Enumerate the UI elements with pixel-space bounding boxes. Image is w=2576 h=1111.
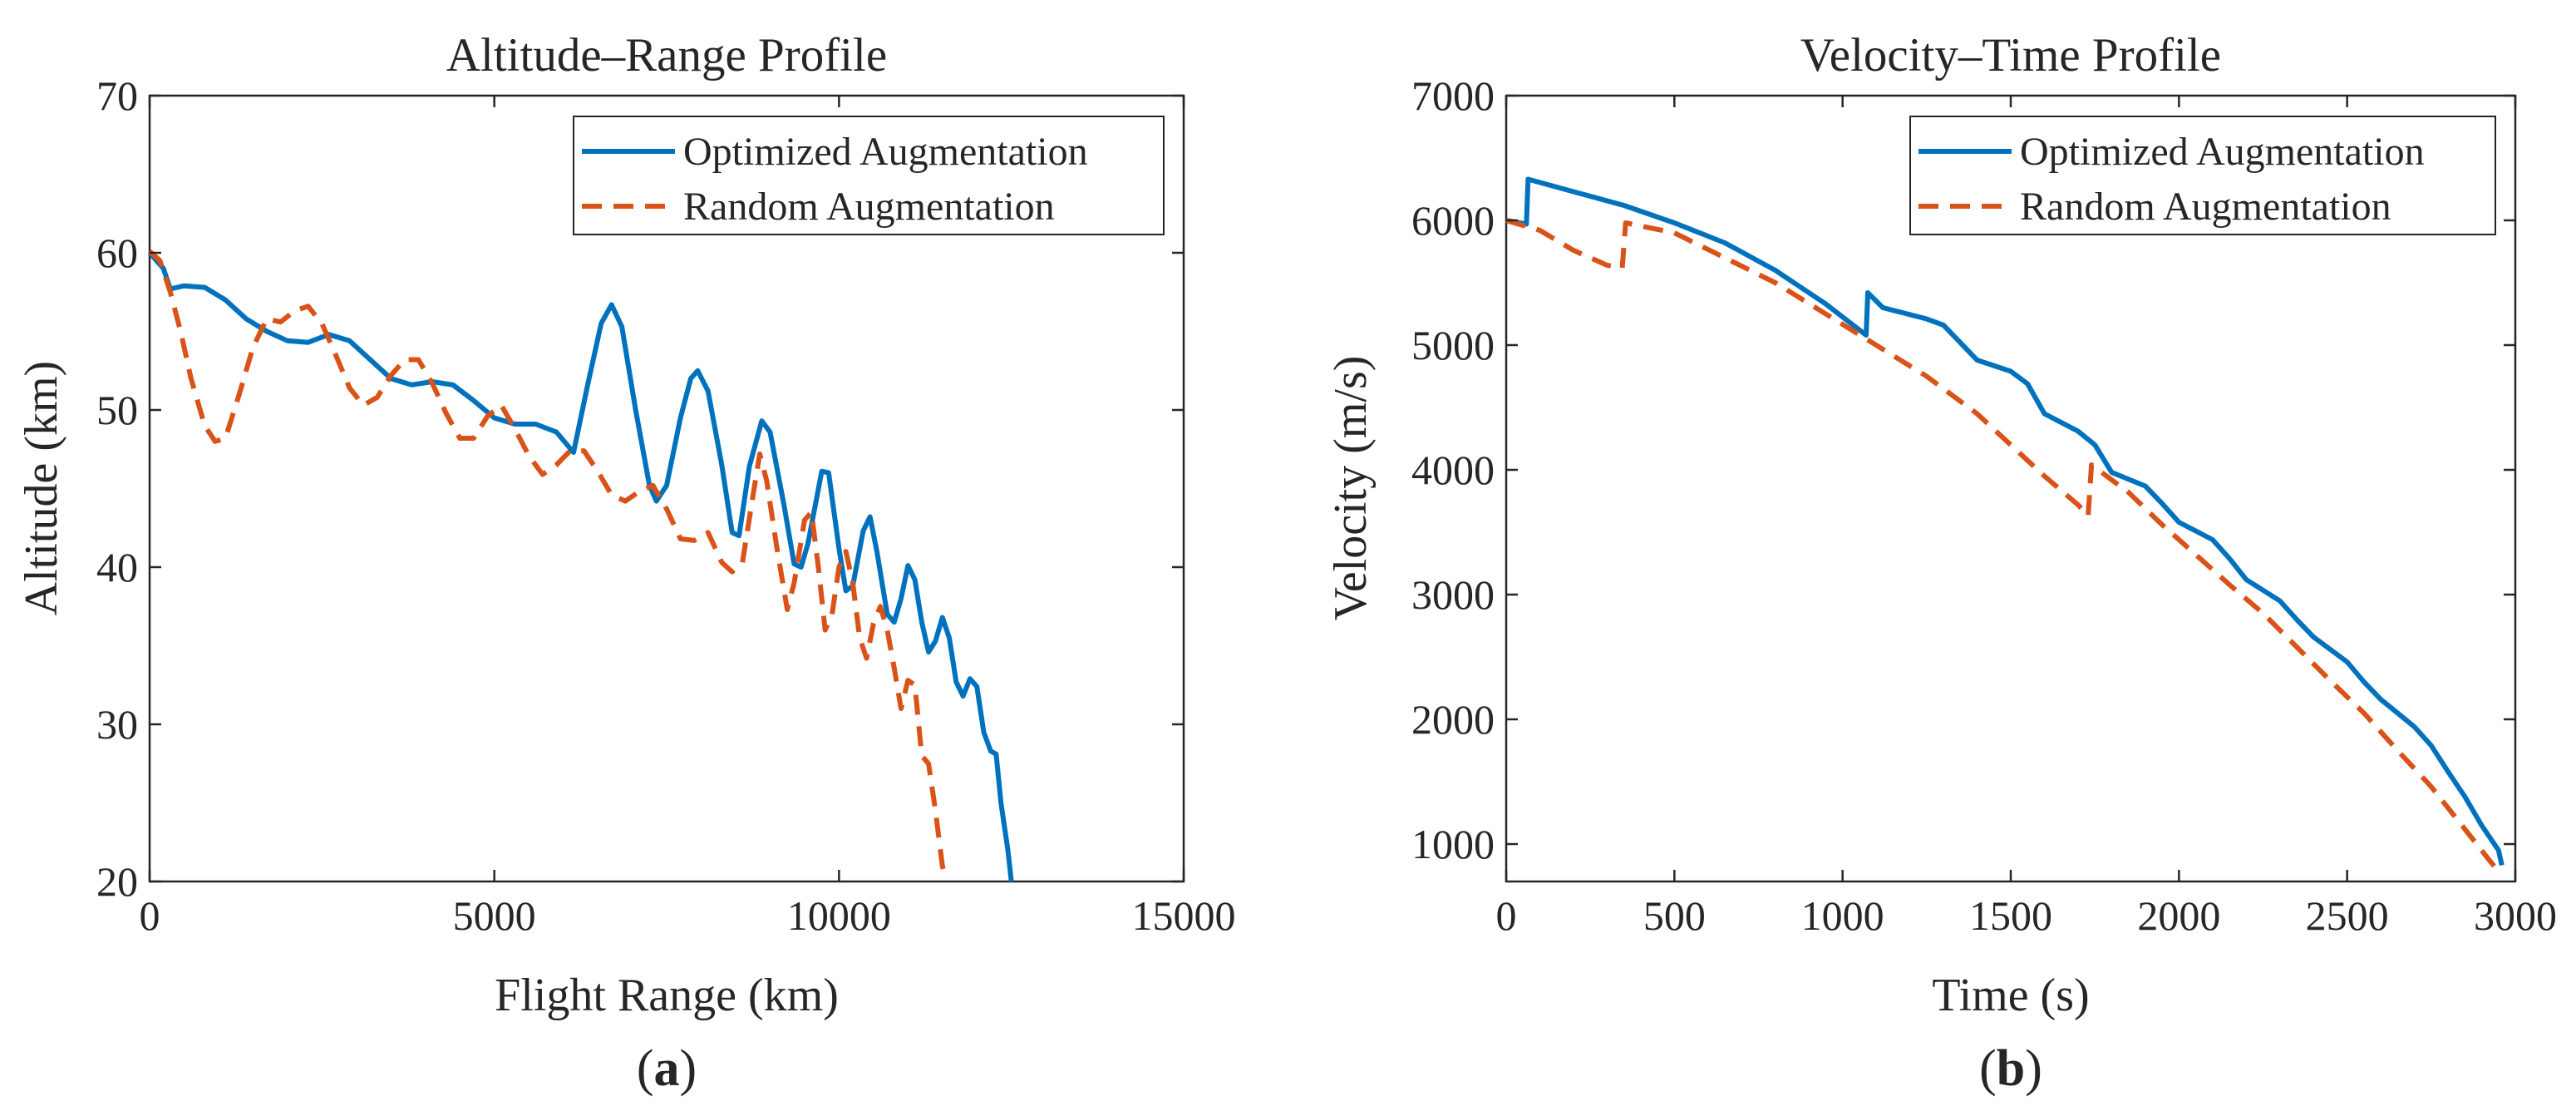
y-tick-label: 20 (96, 858, 138, 905)
panel-label-b: (b) (1979, 1040, 2042, 1097)
y-tick-label: 50 (96, 387, 138, 433)
legend-a: Optimized Augmentation Random Augmentati… (573, 116, 1165, 235)
x-axis-label-b: Time (s) (1932, 970, 2089, 1021)
y-tick-label: 60 (96, 230, 138, 276)
legend-label-random-a: Random Augmentation (683, 185, 1055, 229)
y-axis-label-b: Velocity (m/s) (1325, 356, 1377, 621)
plot-area-a (147, 94, 1185, 883)
y-tick-label: 6000 (1411, 197, 1495, 244)
legend-label-optimized-a: Optimized Augmentation (683, 130, 1088, 174)
y-tick-label: 7000 (1411, 72, 1495, 119)
series-line-random (147, 249, 948, 880)
y-tick-label: 4000 (1411, 447, 1495, 493)
y-tick-label: 1000 (1411, 821, 1495, 867)
x-tick-label: 2000 (2137, 892, 2220, 939)
legend-box-a (573, 116, 1165, 235)
x-axis-label-a: Flight Range (km) (495, 970, 839, 1021)
y-tick-label: 70 (96, 72, 138, 119)
plot-area-b (1505, 94, 2517, 881)
series-line-optimized (147, 251, 1014, 882)
x-tick-label: 10000 (787, 892, 891, 939)
x-tick-label: 0 (1496, 892, 1517, 939)
panel-label-a: (a) (637, 1040, 697, 1097)
legend-label-random-b: Random Augmentation (2020, 185, 2391, 229)
panel-b: Velocity–Time Profile Time (s) Velocity … (1325, 29, 2557, 1097)
legend-b: Optimized Augmentation Random Augmentati… (1909, 116, 2496, 235)
series-line-random (1505, 218, 2501, 873)
x-tick-label: 500 (1643, 892, 1706, 939)
y-tick-label: 5000 (1411, 322, 1495, 368)
x-tick-label: 3000 (2474, 892, 2557, 939)
y-tick-label: 3000 (1411, 571, 1495, 618)
y-tick-label: 2000 (1411, 696, 1495, 743)
x-tick-label: 1500 (1969, 892, 2052, 939)
x-tick-label: 2500 (2306, 892, 2389, 939)
chart-title-a: Altitude–Range Profile (446, 29, 887, 81)
y-tick-label: 30 (96, 701, 138, 748)
panel-a: Altitude–Range Profile Flight Range (km)… (16, 29, 1236, 1097)
legend-label-optimized-b: Optimized Augmentation (2020, 130, 2425, 174)
y-tick-label: 40 (96, 544, 138, 590)
x-tick-label: 15000 (1132, 892, 1236, 939)
legend-box-b (1909, 116, 2496, 235)
chart-title-b: Velocity–Time Profile (1800, 29, 2221, 81)
x-tick-label: 0 (140, 892, 160, 939)
series-line-optimized (1505, 176, 2505, 867)
x-tick-label: 1000 (1801, 892, 1884, 939)
x-tick-label: 5000 (453, 892, 536, 939)
y-axis-label-a: Altitude (km) (16, 361, 67, 615)
